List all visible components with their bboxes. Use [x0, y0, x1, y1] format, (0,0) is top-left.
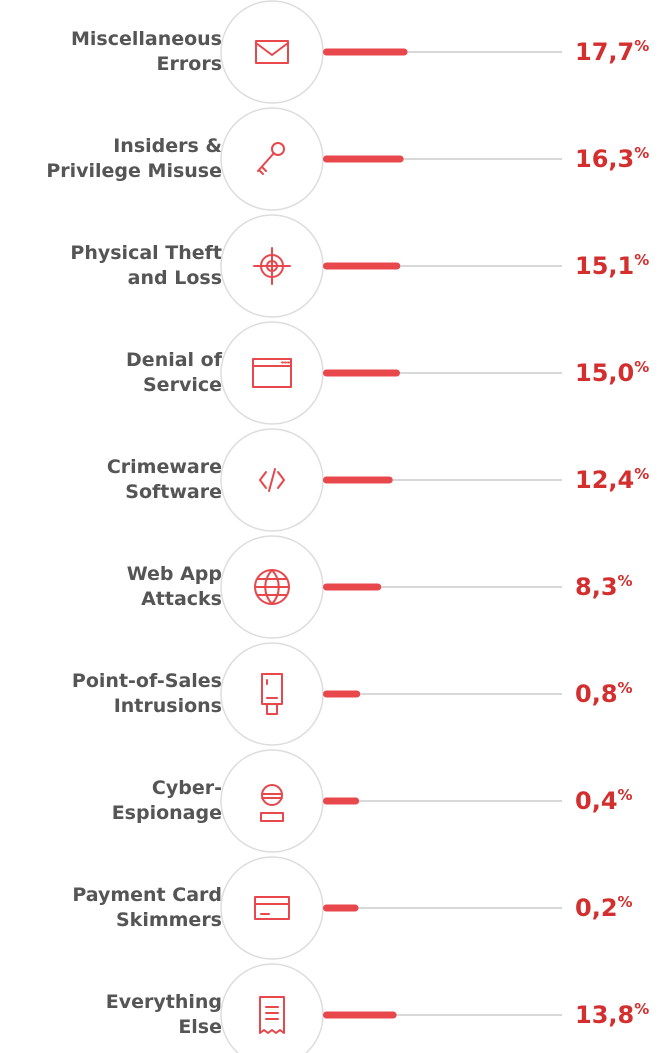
value-unit: %	[634, 358, 649, 376]
category-label: Point-of-Sales	[72, 670, 222, 692]
value-number: 15,0	[575, 359, 634, 387]
category-label: Software	[125, 481, 222, 503]
category-label: Everything	[106, 991, 222, 1013]
value-label: 15,0%	[575, 358, 649, 387]
bar	[323, 262, 401, 270]
category-label: Miscellaneous	[71, 28, 222, 50]
value-number: 17,7	[575, 38, 634, 66]
icon	[257, 142, 285, 175]
category-label: Denial of	[126, 349, 223, 371]
bar	[323, 155, 404, 163]
icon-circle	[220, 642, 324, 746]
icon	[259, 996, 285, 1034]
category-label: and Loss	[128, 267, 222, 289]
bar	[323, 690, 361, 698]
category-label: Insiders &	[113, 135, 222, 157]
value-label: 15,1%	[575, 251, 649, 280]
value-unit: %	[618, 679, 633, 697]
value-label: 16,3%	[575, 144, 649, 173]
value-unit: %	[618, 786, 633, 804]
value-unit: %	[618, 893, 633, 911]
value-label: 12,4%	[575, 465, 649, 494]
icon	[260, 784, 284, 822]
value-label: 13,8%	[575, 1000, 649, 1029]
category-label: Crimeware	[107, 456, 222, 478]
value-unit: %	[634, 251, 649, 269]
bar	[323, 1011, 397, 1019]
category-label: Payment Card	[72, 884, 222, 906]
icon	[254, 569, 290, 605]
icon-circle	[220, 321, 324, 425]
value-number: 0,8	[575, 680, 618, 708]
category-label: Physical Theft	[70, 242, 222, 264]
icon	[253, 247, 291, 285]
value-label: 0,2%	[575, 893, 633, 922]
category-label: Cyber-	[152, 777, 222, 799]
value-label: 8,3%	[575, 572, 633, 601]
value-unit: %	[634, 1000, 649, 1018]
value-label: 0,4%	[575, 786, 633, 815]
category-label: Privilege Misuse	[46, 160, 222, 182]
icon	[259, 468, 285, 492]
category-label: Service	[143, 374, 222, 396]
value-unit: %	[634, 465, 649, 483]
category-label: Attacks	[141, 588, 222, 610]
bar	[323, 369, 400, 377]
icon	[252, 358, 292, 388]
value-unit: %	[634, 144, 649, 162]
bar	[323, 583, 382, 591]
value-number: 0,2	[575, 894, 618, 922]
icon	[254, 896, 290, 920]
icon-circle	[220, 107, 324, 211]
value-number: 13,8	[575, 1001, 634, 1029]
icon	[255, 40, 289, 64]
category-label: Web App	[127, 563, 222, 585]
category-label: Else	[178, 1016, 222, 1038]
value-label: 17,7%	[575, 37, 649, 66]
bar	[323, 904, 359, 912]
bar	[323, 797, 360, 805]
value-label: 0,8%	[575, 679, 633, 708]
value-number: 0,4	[575, 787, 618, 815]
category-label: Espionage	[112, 802, 222, 824]
icon-circle	[220, 749, 324, 853]
icon-circle	[220, 963, 324, 1053]
bar	[323, 48, 408, 56]
icon-circle	[220, 856, 324, 960]
value-number: 16,3	[575, 145, 634, 173]
bar	[323, 476, 393, 484]
icon	[261, 673, 283, 715]
value-number: 8,3	[575, 573, 618, 601]
value-number: 12,4	[575, 466, 634, 494]
value-unit: %	[618, 572, 633, 590]
category-label: Intrusions	[114, 695, 222, 717]
icon-circle	[220, 0, 324, 104]
value-unit: %	[634, 37, 649, 55]
category-label: Errors	[157, 53, 222, 75]
category-label: Skimmers	[116, 909, 222, 931]
value-number: 15,1	[575, 252, 634, 280]
